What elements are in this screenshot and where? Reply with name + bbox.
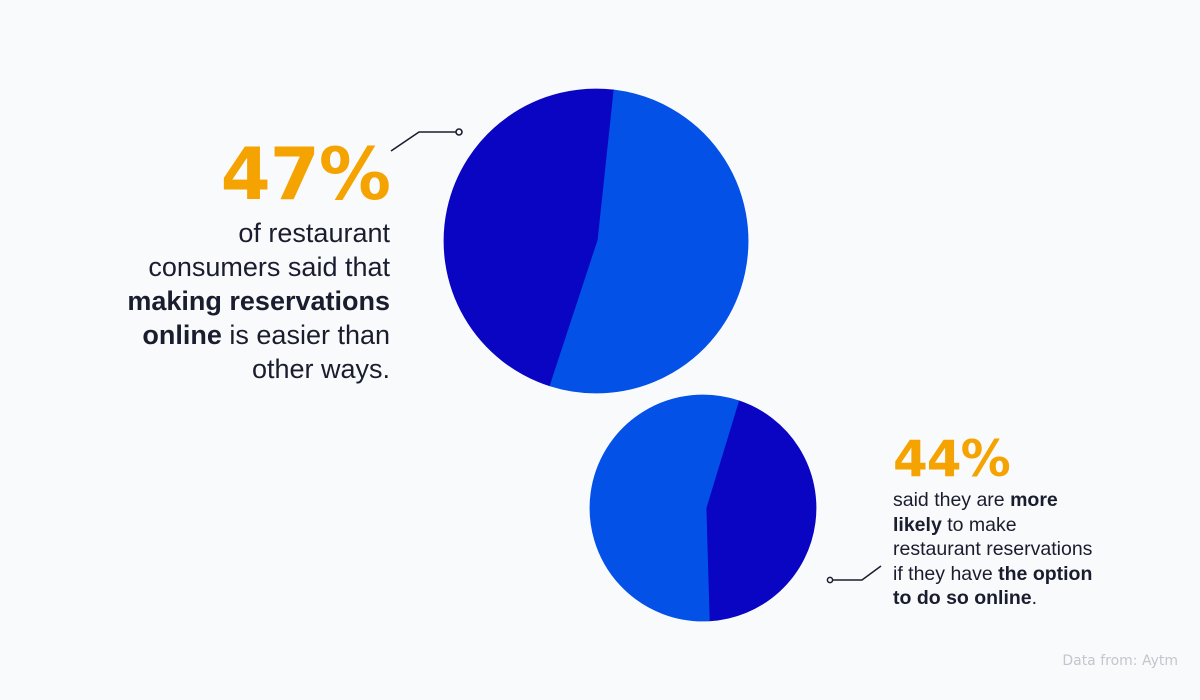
stat-text-line: if they have: [893, 562, 999, 585]
pie-slice-highlight-1: [443, 88, 615, 387]
stat-percent-47: 47%: [220, 132, 391, 216]
stat-text-line: is easier than: [221, 320, 390, 350]
stat-text-bold: online: [142, 320, 222, 350]
pie-slice-rest-2: [589, 394, 740, 622]
connector-small: [826, 565, 882, 584]
stat-text-bold: the option: [998, 562, 1093, 585]
stat-text-line: other ways.: [251, 354, 390, 384]
data-source: Data from: Aytm: [1062, 653, 1178, 669]
stat-block-44: 44% said they are more likely to make re…: [893, 434, 1163, 611]
stat-text-bold: making reservations: [127, 286, 390, 316]
pie-chart-small: [589, 394, 817, 622]
stat-description-47: of restaurant consumers said that making…: [90, 216, 390, 386]
stat-percent-44: 44%: [893, 430, 1011, 488]
stat-text-line: restaurant reservations: [893, 538, 1093, 560]
stat-text-line: .: [1031, 587, 1038, 609]
stat-description-44: said they are more likely to make restau…: [893, 488, 1163, 611]
connector-large: [390, 128, 463, 152]
stat-block-47: 47% of restaurant consumers said that ma…: [90, 132, 391, 386]
stat-text-line: of restaurant: [238, 218, 390, 248]
pie-chart-large: [443, 88, 749, 394]
stat-text-bold: more: [1010, 489, 1058, 511]
stat-text-bold: to do so online: [893, 587, 1032, 609]
stat-text-bold: likely: [893, 513, 942, 536]
stat-text-line: to make: [941, 513, 1017, 536]
pie-slice-highlight-2: [705, 400, 817, 622]
pie-slice-rest-1: [549, 89, 749, 394]
stat-text-line: consumers said that: [148, 252, 390, 282]
stat-text-line: said they are: [893, 489, 1011, 511]
